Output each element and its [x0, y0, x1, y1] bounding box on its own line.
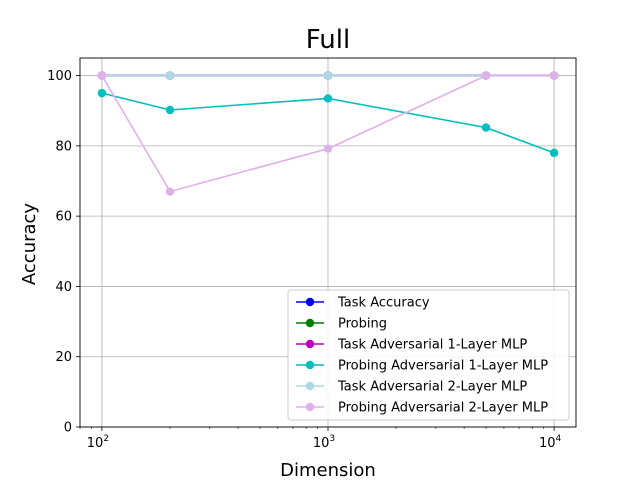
- series-group: [97, 88, 559, 158]
- data-point: [97, 88, 107, 98]
- data-point: [481, 123, 491, 132]
- legend-swatch-marker: [305, 360, 315, 370]
- legend-swatch-marker: [305, 402, 315, 412]
- plot-frame: [79, 57, 577, 428]
- legend-item: Task Adversarial 1-Layer MLP: [296, 338, 527, 353]
- data-point: [165, 71, 175, 80]
- legend-label: Probing: [338, 317, 387, 332]
- legend-item: Task Accuracy: [296, 296, 430, 311]
- x-axis-label: Dimension: [280, 460, 376, 480]
- data-point: [323, 71, 333, 80]
- axes: [76, 57, 577, 431]
- legend: Task Accuracy Probing Task Adversarial 1-L…: [287, 289, 570, 421]
- data-point: [549, 71, 559, 80]
- legend-label: Probing Adversarial 2-Layer MLP: [338, 401, 548, 416]
- y-tick-label: 60: [55, 210, 72, 225]
- legend-label: Probing Adversarial 1-Layer MLP: [338, 359, 548, 374]
- chart-title: Full: [306, 25, 350, 55]
- data-point: [323, 94, 333, 103]
- legend-item: Probing: [296, 317, 387, 332]
- legend-swatch-marker: [305, 318, 315, 328]
- legend-item: Task Adversarial 2-Layer MLP: [296, 380, 527, 395]
- series-layer: [97, 71, 559, 196]
- legend-item: Probing Adversarial 2-Layer MLP: [296, 401, 548, 416]
- data-point: [549, 148, 559, 158]
- y-tick-label: 20: [55, 350, 72, 365]
- legend-label: Task Accuracy: [337, 296, 430, 311]
- x-tick-exponent: 2: [103, 434, 109, 444]
- legend-label: Task Adversarial 2-Layer MLP: [337, 380, 527, 395]
- y-tick-label: 80: [55, 139, 72, 154]
- legend-swatch-marker: [305, 339, 315, 349]
- data-point: [165, 187, 175, 196]
- data-point: [323, 144, 333, 153]
- x-tick-label: 104: [539, 434, 562, 451]
- x-tick-base: 10: [313, 436, 330, 451]
- legend-label: Task Adversarial 1-Layer MLP: [337, 338, 527, 353]
- data-point: [97, 71, 107, 80]
- x-tick-base: 10: [87, 436, 104, 451]
- legend-item: Probing Adversarial 1-Layer MLP: [296, 359, 548, 374]
- x-tick-exponent: 3: [329, 434, 335, 444]
- x-tick-label: 102: [87, 434, 109, 451]
- series-group: [97, 71, 559, 196]
- y-tick-label: 100: [47, 69, 72, 84]
- legend-swatch-marker: [305, 381, 315, 391]
- legend-swatch-marker: [305, 297, 315, 307]
- legend-box: [287, 289, 570, 421]
- x-tick-label: 103: [313, 434, 335, 451]
- y-axis-label: Accuracy: [19, 203, 40, 286]
- data-point: [165, 105, 175, 115]
- y-tick-label: 0: [64, 421, 72, 436]
- data-point: [481, 71, 491, 80]
- x-tick-base: 10: [539, 436, 556, 451]
- y-tick-label: 40: [55, 280, 72, 295]
- x-tick-exponent: 4: [555, 434, 561, 444]
